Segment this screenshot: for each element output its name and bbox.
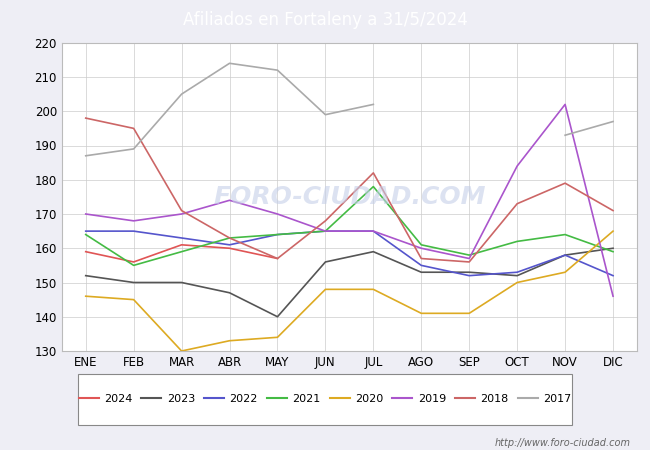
Text: http://www.foro-ciudad.com: http://www.foro-ciudad.com [495,438,630,448]
Text: FORO-CIUDAD.COM: FORO-CIUDAD.COM [213,185,486,209]
FancyBboxPatch shape [78,374,572,425]
Legend: 2024, 2023, 2022, 2021, 2020, 2019, 2018, 2017: 2024, 2023, 2022, 2021, 2020, 2019, 2018… [74,390,576,409]
Text: Afiliados en Fortaleny a 31/5/2024: Afiliados en Fortaleny a 31/5/2024 [183,11,467,29]
